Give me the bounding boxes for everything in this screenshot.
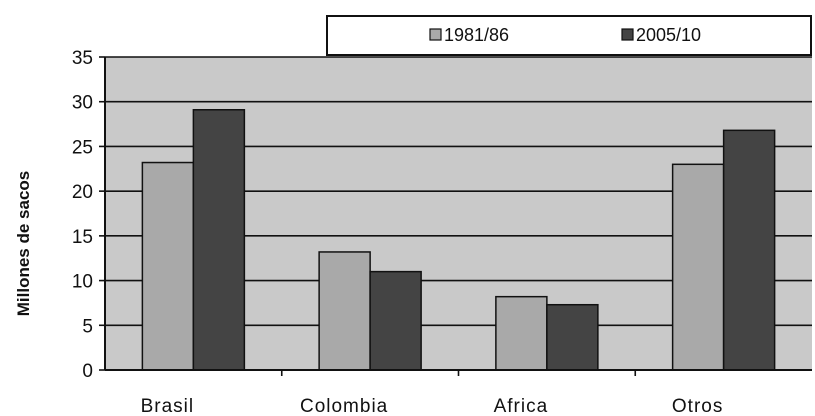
bar-brasil-1 [141, 161, 195, 371]
y-tick-label: 35 [72, 48, 93, 69]
bar-brasil-2 [192, 109, 246, 371]
y-tick-label: 10 [72, 272, 93, 293]
legend-swatch [621, 28, 634, 41]
y-axis-label: Millones de sacos [14, 171, 33, 317]
y-tick-label: 0 [82, 361, 93, 382]
x-tick-label: Brasil [141, 396, 195, 416]
bar-africa-2 [546, 303, 599, 371]
y-tick-label: 25 [72, 137, 93, 158]
legend-label: 2005/10 [636, 25, 701, 45]
y-tick-label: 20 [72, 182, 93, 203]
legend: 1981/86 2005/10 [326, 15, 812, 56]
y-tick-label: 5 [82, 316, 93, 337]
x-tick-labels: Brasil Colombia Africa Otros [141, 396, 723, 416]
bar-otros-2 [722, 129, 776, 371]
y-tick-label: 30 [72, 93, 93, 114]
legend-label: 1981/86 [444, 25, 509, 45]
x-tick-label: Africa [494, 396, 549, 416]
bar-colombia-2 [369, 270, 422, 371]
legend-swatch [429, 28, 442, 41]
bar-otros-1 [671, 163, 725, 371]
bar-africa-1 [495, 295, 548, 371]
x-tick-label: Colombia [300, 396, 388, 416]
y-tick-labels: 0 5 10 15 20 25 30 35 [72, 48, 93, 382]
bar-colombia-1 [318, 251, 371, 371]
x-tick-label: Otros [672, 396, 723, 416]
legend-box [326, 15, 812, 56]
axes [99, 56, 812, 376]
y-tick-label: 15 [72, 227, 93, 248]
